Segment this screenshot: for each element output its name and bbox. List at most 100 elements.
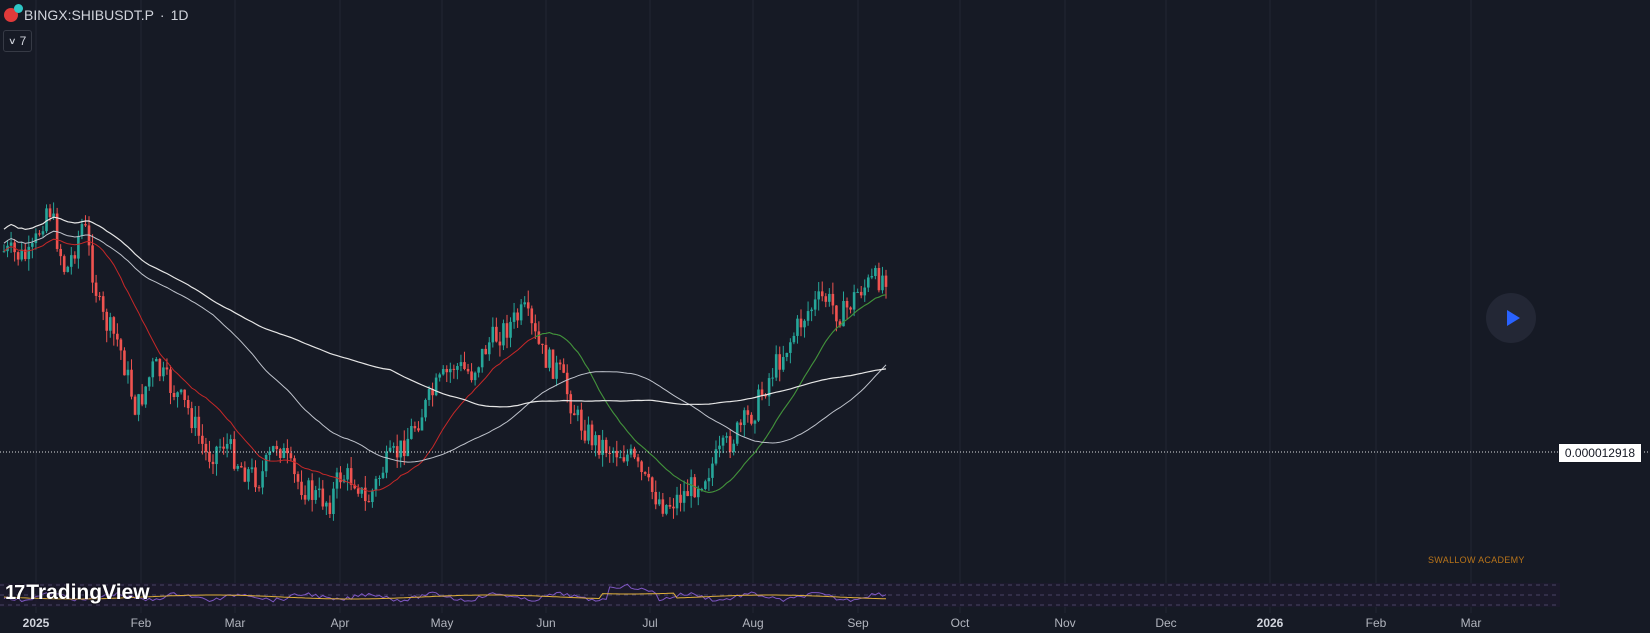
candle-body [764,395,767,397]
candle-body [452,368,456,370]
candle-body [278,449,282,458]
candle-body [643,472,647,474]
candle-body [353,484,356,489]
tradingview-logo-text: TradingView [26,581,150,604]
tradingview-logo[interactable]: 17 TradingView [5,581,150,605]
candle-body [580,409,583,431]
candle-body [112,317,116,334]
candle-body [431,388,434,396]
candle-body [105,311,109,331]
replay-play-button[interactable] [1486,293,1536,343]
candle-body [367,501,371,503]
candle-body [456,366,459,370]
candle-body [395,446,399,458]
candle-body [767,378,771,397]
time-axis-label: May [430,616,454,630]
candle-body [62,256,66,272]
candle-body [785,352,789,358]
candle-body [466,368,470,372]
candle-body [392,446,395,448]
candle-body [845,300,849,308]
candle-body [572,413,576,416]
candle-body [116,333,119,340]
candle-body [218,446,222,448]
candle-body [140,394,144,405]
candle-body [721,437,725,446]
candle-body [863,287,867,296]
candle-body [268,451,271,455]
candle-body [59,248,62,257]
candle-body [760,389,764,396]
candle-body [601,439,604,455]
candle-body [374,478,378,491]
candle-body [604,439,608,454]
candle-body [222,446,225,449]
candle-body [583,430,587,441]
ma-white-line [3,216,887,408]
candle-body [31,243,34,247]
candle-body [225,443,229,449]
candle-body [856,291,859,293]
candle-body [686,491,689,497]
candle-body [240,466,243,468]
candle-body [534,323,537,332]
moving-average-lines [3,216,887,494]
symbol-interval[interactable]: 1D [170,7,189,23]
time-axis-label: Aug [742,616,764,630]
candle-body [799,318,803,328]
indicators-collapse-button[interactable]: ∨ 7 [3,30,33,52]
candle-body [144,386,147,405]
candle-body [824,296,828,302]
candle-body [735,422,739,444]
candle-body [101,296,105,312]
candle-body [48,208,52,218]
candle-body [293,458,296,475]
candle-body [27,246,31,260]
time-axis[interactable]: 2025 Feb Mar Apr May Jun Jul Aug Sep Oct Nov Dec 202… [0,613,1650,633]
chart-grid [35,0,1472,613]
candle-body [743,410,746,426]
chevron-down-icon: ∨ [8,35,17,46]
candle-body [608,453,612,455]
candle-body [307,480,310,500]
candle-body [562,364,565,373]
candle-body [193,416,197,429]
candle-body [675,494,679,509]
candle-body [364,487,367,502]
candle-body [236,466,240,469]
candle-body [73,255,77,259]
candle-body [739,422,743,426]
candle-body [746,410,750,415]
candle-body [626,454,629,462]
candle-body [480,348,484,368]
candle-body [165,367,169,370]
symbol-name[interactable]: BINGX:SHIBUSDT.P [24,7,154,23]
candle-body [870,276,874,278]
candle-body [41,231,45,235]
candle-body [576,409,580,416]
candle-body [813,299,817,310]
candle-body [558,362,562,365]
candle-body [417,428,420,431]
candle-body [2,251,6,253]
candle-body [98,295,101,297]
candle-body [310,480,314,500]
candle-body [477,367,480,373]
candle-body [682,491,686,503]
candle-body [119,339,123,351]
candle-body [151,361,155,378]
play-icon [1506,310,1520,326]
candle-body [360,487,364,494]
candle-body [820,291,824,297]
candle-body [190,408,194,429]
candle-body [633,448,636,458]
candle-body [672,506,675,509]
candle-body [771,377,774,379]
candle-body [859,291,863,296]
candle-body [282,448,286,458]
symbol-header[interactable]: BINGX:SHIBUSDT.P · 1D [4,4,189,23]
candle-body [541,343,544,345]
exchange-badge-icon [14,4,23,13]
candle-body [325,502,328,507]
